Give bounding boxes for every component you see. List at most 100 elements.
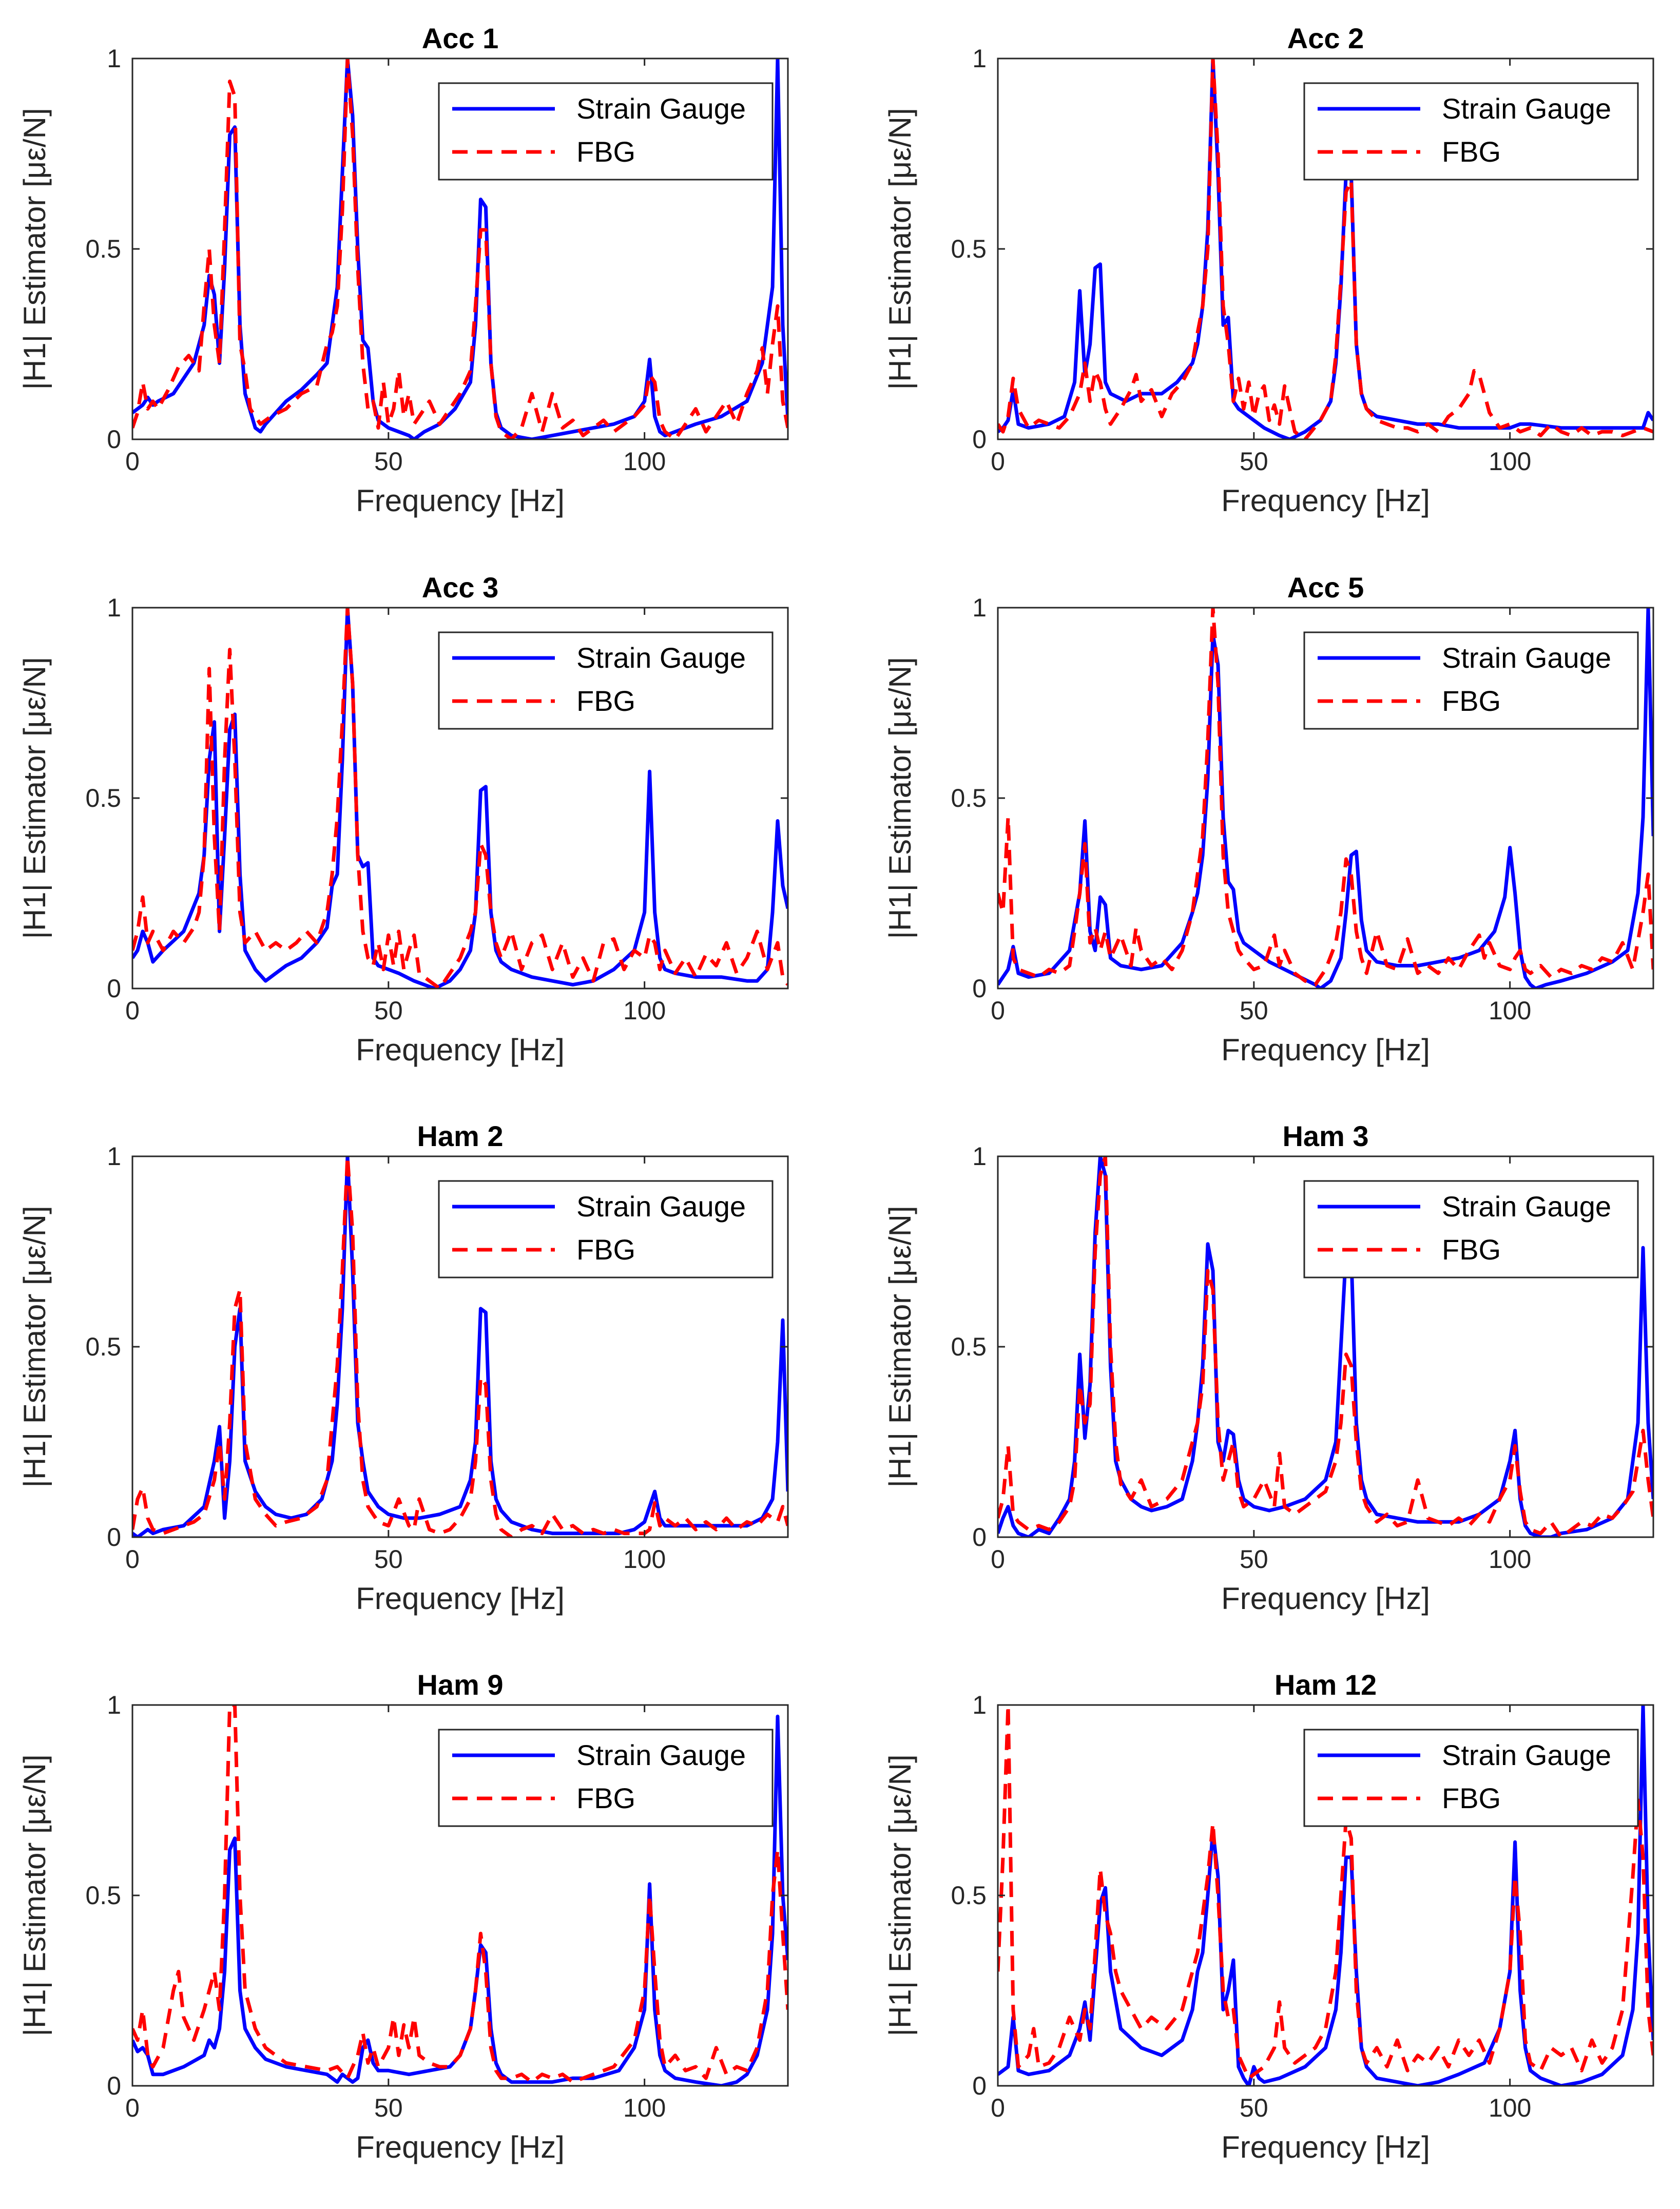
- subplot-title: Acc 5: [1287, 571, 1364, 604]
- series-line-fbg: [998, 608, 1653, 987]
- series-line-fbg: [132, 608, 788, 989]
- x-tick-label: 0: [991, 447, 1005, 476]
- y-axis-label: |H1| Estimator [με/N]: [17, 1206, 52, 1487]
- y-tick-label: 1: [107, 1691, 121, 1719]
- x-tick-label: 50: [374, 447, 403, 476]
- subplot-ham-2: 0 50 100 0 0.5 1 Ham 2 Frequency [Hz] |H1| Estim…: [17, 1120, 789, 1616]
- legend-box: [438, 1180, 774, 1278]
- y-tick-label: 0: [972, 1523, 987, 1552]
- subplot-title: Ham 2: [417, 1120, 503, 1152]
- x-tick-label: 100: [1489, 996, 1531, 1025]
- y-tick-label: 0.5: [85, 1332, 121, 1361]
- subplot-acc-5: 0 50 100 0 0.5 1 Acc 5 Frequency [Hz] |H1| Estim…: [883, 571, 1654, 1067]
- y-tick-label: 0.5: [85, 1881, 121, 1910]
- series-line-fbg: [132, 1705, 788, 2084]
- series-line-fbg: [998, 59, 1653, 439]
- legend-label: FBG: [1442, 685, 1501, 717]
- subplot-title: Ham 9: [417, 1669, 503, 1701]
- series-line-fbg: [998, 1705, 1653, 2080]
- series-line-strain-gauge: [998, 1705, 1653, 2086]
- x-tick-label: 100: [1489, 1545, 1531, 1574]
- y-axis-label: |H1| Estimator [με/N]: [883, 108, 917, 390]
- x-tick-label: 100: [623, 996, 666, 1025]
- legend-label: Strain Gauge: [576, 1190, 746, 1223]
- y-tick-label: 0.5: [951, 1332, 987, 1361]
- y-tick-label: 0.5: [951, 1881, 987, 1910]
- y-tick-label: 1: [972, 1142, 987, 1171]
- y-axis-label: |H1| Estimator [με/N]: [17, 108, 52, 390]
- legend-label: Strain Gauge: [576, 642, 746, 674]
- y-tick-label: 0: [107, 974, 121, 1003]
- y-axis-label: |H1| Estimator [με/N]: [17, 657, 52, 939]
- x-axis-label: Frequency [Hz]: [1221, 483, 1430, 518]
- series-line-fbg: [998, 1156, 1653, 1537]
- x-tick-label: 50: [374, 1545, 403, 1574]
- subplot-ham-3: 0 50 100 0 0.5 1 Ham 3 Frequency [Hz] |H1| Estim…: [883, 1120, 1654, 1616]
- x-axis-label: Frequency [Hz]: [356, 1033, 565, 1067]
- y-tick-label: 0: [107, 2071, 121, 2100]
- x-tick-label: 0: [991, 1545, 1005, 1574]
- series-line-strain-gauge: [998, 59, 1653, 439]
- x-tick-label: 0: [125, 996, 140, 1025]
- x-axis-label: Frequency [Hz]: [1221, 2130, 1430, 2164]
- y-tick-label: 0: [972, 974, 987, 1003]
- subplot-title: Acc 2: [1287, 22, 1364, 54]
- x-tick-label: 0: [991, 996, 1005, 1025]
- x-axis-label: Frequency [Hz]: [1221, 1033, 1430, 1067]
- legend-label: FBG: [576, 1233, 635, 1266]
- series-line-strain-gauge: [132, 1714, 788, 2086]
- y-tick-label: 1: [972, 1691, 987, 1719]
- legend: Strain Gauge FBG: [1303, 631, 1639, 730]
- series-line-fbg: [132, 59, 788, 439]
- y-tick-label: 1: [972, 44, 987, 73]
- y-axis-label: |H1| Estimator [με/N]: [17, 1754, 52, 2036]
- x-axis-label: Frequency [Hz]: [1221, 1581, 1430, 1616]
- legend-label: Strain Gauge: [1442, 1739, 1611, 1771]
- legend: Strain Gauge FBG: [1303, 82, 1639, 181]
- y-tick-label: 0.5: [951, 235, 987, 263]
- x-axis-label: Frequency [Hz]: [356, 2130, 565, 2164]
- subplot-title: Ham 3: [1282, 1120, 1368, 1152]
- y-tick-label: 1: [107, 593, 121, 622]
- subplot-title: Acc 1: [422, 22, 498, 54]
- subplot-ham-12: 0 50 100 0 0.5 1 Ham 12 Frequency [Hz] |H1| Esti…: [883, 1669, 1654, 2164]
- x-tick-label: 100: [1489, 447, 1531, 476]
- y-tick-label: 0.5: [85, 235, 121, 263]
- x-axis-label: Frequency [Hz]: [356, 483, 565, 518]
- y-tick-label: 0: [972, 425, 987, 454]
- legend-label: Strain Gauge: [1442, 1190, 1611, 1223]
- y-tick-label: 0: [107, 425, 121, 454]
- subplot-acc-1: 0 50 100 0 0.5 1 Acc 1 Frequency [Hz] |H1| Estim…: [17, 22, 789, 518]
- x-tick-label: 0: [991, 2094, 1005, 2122]
- legend: Strain Gauge FBG: [438, 631, 774, 730]
- x-tick-label: 0: [125, 447, 140, 476]
- legend: Strain Gauge FBG: [438, 1180, 774, 1278]
- legend-label: FBG: [576, 685, 635, 717]
- y-tick-label: 0: [972, 2071, 987, 2100]
- legend-box: [1303, 82, 1639, 181]
- series-line-strain-gauge: [998, 608, 1653, 989]
- legend-label: Strain Gauge: [576, 92, 746, 125]
- legend: Strain Gauge FBG: [1303, 1180, 1639, 1278]
- y-tick-label: 0: [107, 1523, 121, 1552]
- x-tick-label: 100: [623, 2094, 666, 2122]
- legend-label: Strain Gauge: [576, 1739, 746, 1771]
- legend-label: FBG: [576, 1782, 635, 1814]
- legend-label: FBG: [576, 135, 635, 168]
- legend: Strain Gauge FBG: [438, 82, 774, 181]
- y-tick-label: 1: [107, 44, 121, 73]
- x-tick-label: 50: [1240, 447, 1268, 476]
- x-tick-label: 50: [374, 2094, 403, 2122]
- legend-box: [1303, 631, 1639, 730]
- y-axis-label: |H1| Estimator [με/N]: [883, 1206, 917, 1487]
- x-tick-label: 100: [623, 447, 666, 476]
- x-tick-label: 50: [1240, 996, 1268, 1025]
- subplot-acc-2: 0 50 100 0 0.5 1 Acc 2 Frequency [Hz] |H1| Estim…: [883, 22, 1654, 518]
- legend-label: FBG: [1442, 1782, 1501, 1814]
- x-tick-label: 50: [374, 996, 403, 1025]
- legend-box: [438, 1729, 774, 1827]
- series-line-strain-gauge: [132, 608, 788, 989]
- legend-label: FBG: [1442, 1233, 1501, 1266]
- legend-label: Strain Gauge: [1442, 642, 1611, 674]
